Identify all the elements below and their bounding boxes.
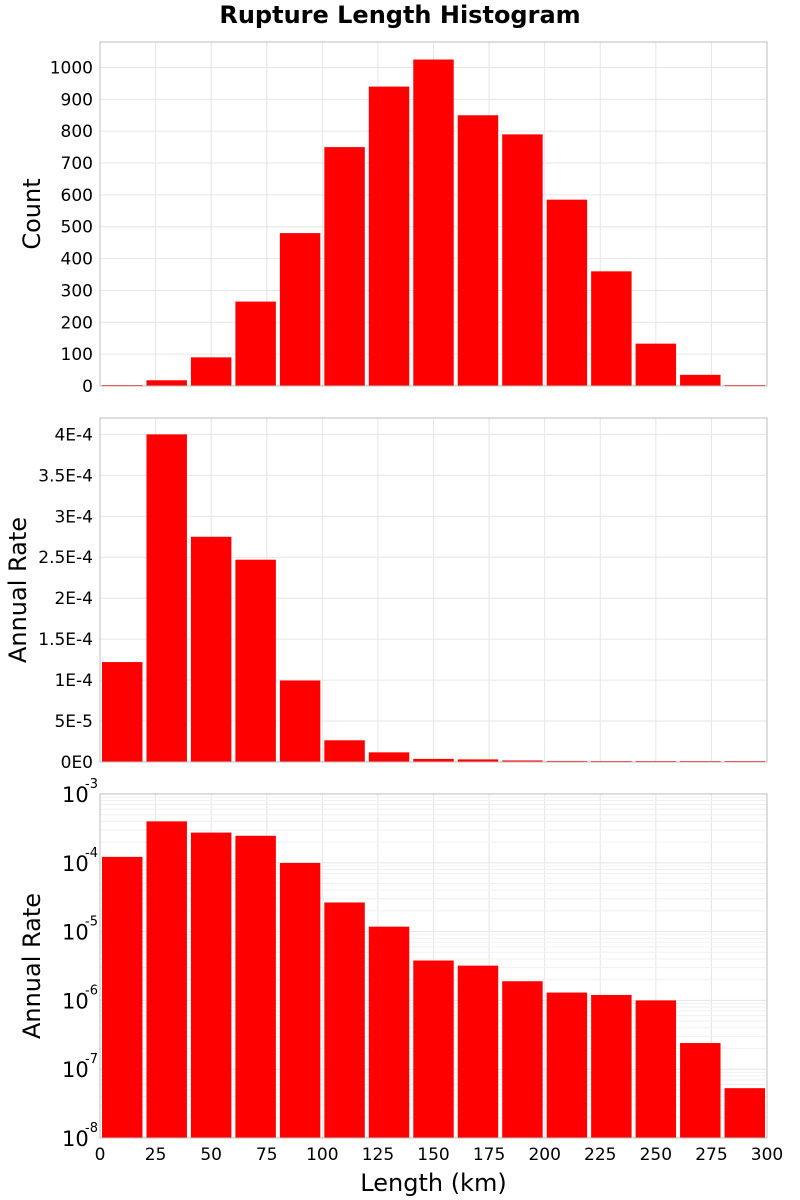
histogram-bar <box>368 926 410 1138</box>
histogram-bar <box>324 740 365 762</box>
y-axis-label: Count <box>18 178 46 249</box>
y-tick-label-base: 10 <box>62 852 89 876</box>
histogram-bar <box>146 821 187 1138</box>
histogram-bar <box>146 434 187 762</box>
plot-frame <box>99 41 768 387</box>
y-tick-label: 1000 <box>50 58 93 78</box>
y-tick-label: 100 <box>61 345 93 365</box>
histogram-bar <box>279 233 321 386</box>
histogram-bar <box>102 856 143 1138</box>
y-tick-label: 1.5E-4 <box>38 630 93 650</box>
y-tick-label-base: 10 <box>62 921 89 945</box>
y-tick-label: 5E-5 <box>54 712 93 732</box>
y-tick-label: 0E0 <box>61 753 93 773</box>
y-axis-label: Annual Rate <box>18 893 46 1039</box>
histogram-bar <box>457 759 499 762</box>
y-tick-label: 500 <box>61 218 93 238</box>
y-tick-label: 300 <box>61 281 93 301</box>
x-tick-label: 175 <box>473 1145 505 1165</box>
x-tick-label: 300 <box>751 1145 783 1165</box>
x-tick-label: 0 <box>95 1145 106 1165</box>
histogram-bar <box>324 902 365 1138</box>
histogram-bar <box>235 301 276 386</box>
x-tick-label: 125 <box>362 1145 394 1165</box>
histogram-bar <box>146 380 187 386</box>
y-tick-label: 1E-4 <box>54 671 93 691</box>
histogram-bar <box>413 59 454 386</box>
y-tick-label: 0 <box>82 377 93 397</box>
y-tick-label: 2E-4 <box>54 589 93 609</box>
histogram-bar <box>546 199 588 386</box>
x-tick-label: 225 <box>584 1145 616 1165</box>
y-tick-label: 4E-4 <box>54 425 93 445</box>
y-tick-label-exponent: -8 <box>85 1121 98 1136</box>
y-axis-label: Annual Rate <box>4 517 32 663</box>
y-tick-label-exponent: -7 <box>85 1052 98 1067</box>
chart-title: Rupture Length Histogram <box>219 1 580 29</box>
y-tick-label: 200 <box>61 313 93 333</box>
y-tick-label: 400 <box>61 250 93 270</box>
histogram-bar <box>413 960 454 1138</box>
histogram-bar <box>235 835 276 1138</box>
histogram-bar <box>190 536 232 762</box>
histogram-bar <box>591 994 632 1138</box>
y-tick-label: 800 <box>61 122 93 142</box>
y-tick-label-base: 10 <box>62 783 89 807</box>
y-tick-label-exponent: -3 <box>85 777 98 792</box>
histogram-bar <box>324 147 365 386</box>
histogram-bar <box>368 752 410 762</box>
y-tick-label-base: 10 <box>62 1058 89 1082</box>
histogram-bar <box>680 1043 721 1138</box>
histogram-bar <box>502 760 543 762</box>
histogram-bar <box>635 343 677 386</box>
x-tick-label: 200 <box>528 1145 560 1165</box>
histogram-bar <box>368 86 410 386</box>
x-tick-label: 275 <box>695 1145 727 1165</box>
histogram-bar <box>235 559 276 762</box>
x-axis-label: Length (km) <box>360 1169 506 1197</box>
annual-rate-linear-panel: 0E0 5E-5 1E-4 1.5E-4 2E-4 2.5E-4 3E-4 3.5E-4 4E-… <box>4 417 768 773</box>
x-tick-label: 50 <box>200 1145 222 1165</box>
histogram-bar <box>190 832 232 1138</box>
plot-frame <box>99 793 768 1139</box>
y-tick-label-exponent: -6 <box>85 983 98 998</box>
histogram-bar <box>591 271 632 386</box>
x-tick-label: 100 <box>306 1145 338 1165</box>
histogram-bar <box>546 760 588 762</box>
count-histogram-panel: 0 100 200 300 400 500 600 700 800 900 1000 Count <box>18 41 768 397</box>
histogram-bar <box>457 115 499 386</box>
histogram-bar <box>546 992 588 1138</box>
y-tick-label: 3.5E-4 <box>38 466 93 486</box>
y-tick-label-base: 10 <box>62 989 89 1013</box>
y-tick-label: 700 <box>61 154 93 174</box>
y-tick-label: 600 <box>61 186 93 206</box>
histogram-bar <box>457 965 499 1138</box>
y-tick-label-base: 10 <box>62 1127 89 1151</box>
histogram-bar <box>680 374 721 386</box>
y-tick-label-exponent: -5 <box>85 915 98 930</box>
y-tick-label: 2.5E-4 <box>38 548 93 568</box>
x-tick-label: 250 <box>640 1145 672 1165</box>
x-tick-label: 25 <box>145 1145 167 1165</box>
x-tick-label: 75 <box>256 1145 278 1165</box>
histogram-bar <box>279 680 321 762</box>
histogram-bar <box>413 758 454 762</box>
y-tick-label: 900 <box>61 90 93 110</box>
y-tick-label: 3E-4 <box>54 507 93 527</box>
y-tick-label-exponent: -4 <box>85 846 98 861</box>
histogram-bar <box>279 862 321 1138</box>
histogram-bar <box>502 981 543 1138</box>
histogram-bar <box>724 1088 765 1138</box>
histogram-bar <box>635 1000 677 1138</box>
plot-frame <box>99 417 768 763</box>
x-tick-label: 150 <box>417 1145 449 1165</box>
histogram-bar <box>102 662 143 762</box>
histogram-bar <box>502 134 543 386</box>
histogram-bar <box>190 357 232 386</box>
